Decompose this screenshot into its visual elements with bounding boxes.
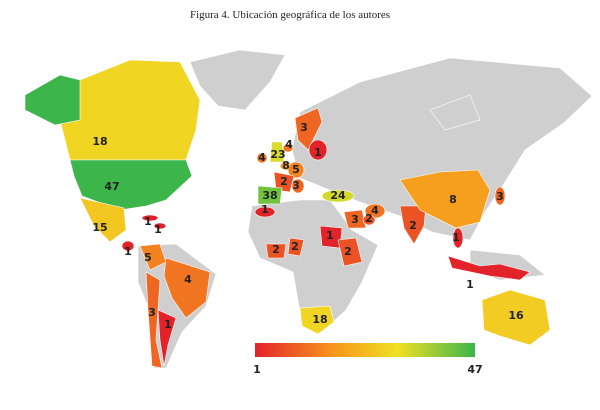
- region: [343, 209, 367, 229]
- region-label: 1: [466, 278, 474, 291]
- region: [494, 186, 506, 206]
- region: [447, 255, 531, 281]
- region-label: 16: [508, 309, 524, 322]
- region: [257, 185, 283, 205]
- region: [265, 243, 287, 259]
- region: [69, 159, 193, 211]
- region: [337, 237, 363, 267]
- region-label: 2: [280, 175, 288, 188]
- region-label: 1: [154, 223, 162, 236]
- region: [254, 206, 276, 218]
- region-label: 18: [92, 135, 107, 148]
- region: [399, 169, 491, 229]
- region-label: 3: [351, 213, 359, 226]
- labels: 18 47 15 1 1 1 5 4 3 1 3 4 1 4 23 8 5 2 …: [92, 121, 524, 331]
- region: [79, 197, 127, 243]
- region-label: 4: [371, 204, 379, 217]
- region-label: 2: [272, 243, 280, 256]
- region-label: 1: [164, 318, 172, 331]
- region: [153, 222, 167, 230]
- region-label: 47: [104, 180, 119, 193]
- region: [157, 309, 177, 367]
- region-label: 4: [258, 151, 266, 164]
- region: [59, 59, 201, 161]
- region-label: 2: [365, 212, 373, 225]
- region: [141, 214, 159, 222]
- region-label: 5: [144, 251, 152, 264]
- region: [121, 240, 135, 252]
- region-label: 23: [270, 148, 285, 161]
- region-label: 1: [261, 203, 269, 216]
- legend-min: 1: [253, 363, 261, 376]
- region-label: 15: [92, 221, 107, 234]
- region: [24, 74, 81, 126]
- regions: [24, 59, 551, 369]
- region: [364, 203, 386, 219]
- region-label: 2: [291, 240, 299, 253]
- region: [294, 107, 323, 151]
- region: [287, 161, 305, 179]
- region: [308, 139, 328, 161]
- region-label: 1: [314, 146, 322, 159]
- region-label: 3: [496, 190, 504, 203]
- region: [291, 178, 305, 194]
- map-title: Figura 4. Ubicación geográfica de los au…: [190, 9, 390, 21]
- region-label: 1: [124, 245, 132, 258]
- region-label: 3: [292, 179, 300, 192]
- region: [145, 271, 163, 369]
- region-label: 1: [452, 231, 460, 244]
- legend-scale: [255, 343, 475, 357]
- region-label: 8: [282, 159, 290, 172]
- region-label: 1: [326, 229, 334, 242]
- region-label: 2: [409, 219, 417, 232]
- region: [362, 214, 376, 226]
- region: [163, 257, 211, 319]
- region: [481, 289, 551, 346]
- region-label: 4: [184, 273, 192, 286]
- region-label: 1: [144, 215, 152, 228]
- region-label: 3: [300, 121, 308, 134]
- region: [282, 143, 294, 153]
- region-label: 5: [292, 163, 300, 176]
- region-label: 18: [312, 313, 327, 326]
- region-label: 3: [148, 306, 156, 319]
- region-label: 8: [449, 193, 457, 206]
- region: [273, 171, 295, 193]
- legend-max: 47: [467, 363, 482, 376]
- region: [287, 237, 305, 257]
- region: [256, 152, 268, 164]
- region: [299, 305, 335, 335]
- region: [452, 227, 464, 249]
- region-label: 2: [344, 245, 352, 258]
- region-label: 38: [262, 189, 277, 202]
- region: [321, 189, 355, 203]
- region-label: 24: [330, 189, 346, 202]
- region-label: 4: [285, 138, 293, 151]
